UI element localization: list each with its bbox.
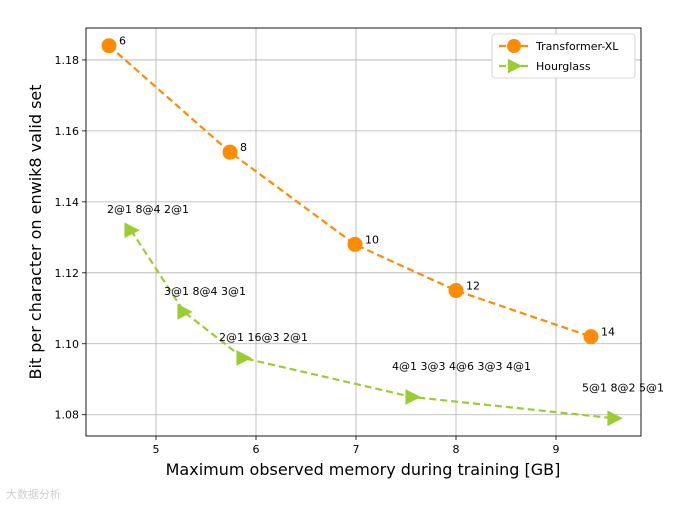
point-labels: 6 8 10 12 14 2@1 8@4 2@1 3@1 8@4 3@1 2@1 16@3 2… (107, 35, 664, 395)
data-point (101, 38, 117, 54)
point-label: 6 (119, 35, 126, 48)
data-point (347, 236, 363, 252)
series-layer (101, 38, 623, 427)
legend-label: Hourglass (536, 60, 591, 73)
axes: 5 6 7 8 9 1.08 1.10 1.12 1.14 1.16 1.18 (55, 27, 642, 456)
y-tick-label: 1.14 (55, 196, 80, 209)
x-tick-label: 5 (153, 443, 160, 456)
legend-marker (507, 58, 523, 74)
data-point (124, 222, 140, 239)
y-tick-label: 1.16 (55, 125, 80, 138)
x-axis-title: Maximum observed memory during training … (166, 460, 561, 479)
data-point (448, 283, 464, 299)
grid-lines (86, 28, 641, 436)
point-label: 2@1 8@4 2@1 (107, 203, 189, 216)
y-tick-label: 1.08 (55, 409, 80, 422)
point-label: 10 (365, 233, 379, 246)
y-tick-label: 1.18 (55, 54, 80, 67)
point-label: 12 (466, 280, 480, 293)
data-point (583, 329, 599, 345)
data-point (236, 350, 252, 366)
legend-label: Transformer-XL (535, 40, 619, 53)
point-label: 4@1 3@3 4@6 3@3 4@1 (392, 360, 531, 373)
data-point (405, 389, 421, 405)
point-label: 3@1 8@4 3@1 (164, 285, 246, 298)
watermark-text: 大数据分析 (6, 488, 61, 501)
data-point (222, 144, 238, 160)
point-label: 5@1 8@2 5@1 (582, 381, 664, 394)
y-tick-label: 1.12 (55, 267, 80, 280)
point-label: 2@1 16@3 2@1 (219, 331, 308, 344)
data-point (177, 303, 193, 320)
plot-frame (85, 27, 642, 437)
point-label: 8 (240, 141, 247, 154)
x-tick-label: 7 (353, 443, 360, 456)
x-tick-label: 8 (453, 443, 460, 456)
y-tick-label: 1.10 (55, 338, 80, 351)
x-tick-label: 9 (553, 443, 560, 456)
y-axis-title: Bit per character on enwik8 valid set (26, 84, 45, 379)
series-line-1 (130, 229, 615, 420)
x-tick-label: 6 (253, 443, 260, 456)
legend: Transformer-XL Hourglass (491, 33, 636, 79)
point-label: 14 (601, 326, 615, 339)
legend-marker (507, 39, 521, 53)
data-point (607, 410, 623, 427)
series-line-0 (108, 44, 592, 338)
